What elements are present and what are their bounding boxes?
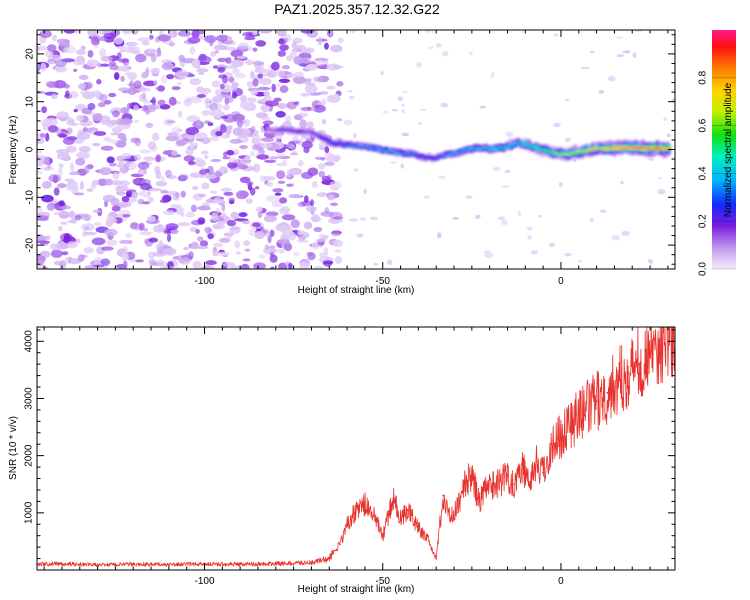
snr-data-point [399,517,402,520]
y-tick-label: 4000 [24,330,35,353]
x-tick-label: 0 [558,576,564,587]
snr-data-point [353,511,356,514]
snr-data-point [627,371,630,374]
y-tick-label: 10 [25,96,36,108]
snr-data-point [364,503,366,506]
y-tick-label: -10 [25,190,36,205]
colorbar-tick-label: 0.4 [698,166,709,180]
snr-data-point [417,526,420,528]
snr-data-point [585,409,587,411]
snr-data-point [649,351,651,354]
x-tick-label: 0 [558,276,564,287]
y-tick-label: 2000 [24,444,35,467]
heatmap-noise [37,30,675,269]
colorbar-ticks: 0.0 0.2 0.4 0.6 0.8 [698,70,736,276]
snr-data-point [328,557,331,560]
snr-data-point [392,497,395,500]
snr-data-point [478,500,480,503]
snr-data-point [617,380,619,383]
x-tick-label: -100 [195,576,215,587]
bottom-x-axis-label: Height of straight line (km) [298,584,415,595]
snr-data-point [574,417,577,420]
colorbar-label: Normalized spectral amplitude [723,82,734,217]
spectrogram-heatmap [37,30,675,269]
y-tick-label: 0 [25,146,36,152]
snr-data-point [606,391,609,394]
snr-data-point [485,489,487,491]
snr-data-point [513,483,516,486]
snr-data-point [61,562,63,565]
snr-data-point [374,517,377,520]
snr-data-point [346,523,348,526]
bottom-axes: -100 -50 0 1000 2000 3000 4000 [24,327,675,587]
snr-data-point [463,483,466,486]
top-x-axis-label: Height of straight line (km) [298,285,415,296]
x-tick-label: -50 [376,276,391,287]
snr-data-point [638,363,641,366]
y-tick-label: 1000 [24,501,35,524]
snr-data-point [520,463,523,466]
snr-data-point [132,563,135,566]
figure-title: PAZ1.2025.357.12.32.G22 [274,1,440,17]
bottom-y-axis-label: SNR (10 * v/v) [8,416,19,480]
snr-data-point [659,346,662,348]
snr-data-point [442,494,445,497]
y-tick-label: -20 [25,237,36,252]
snr-data-point [381,534,384,537]
snr-data-point [528,483,530,486]
top-y-axis-label: Frequency (Hz) [8,116,19,185]
snr-data-point [406,509,409,511]
snr-data-point [499,480,502,483]
colorbar [712,30,736,269]
snr-data-point [435,557,438,560]
y-tick-label: 20 [25,48,36,60]
snr-data-point [239,563,242,566]
snr-data-point [542,471,544,474]
snr-data-point [310,561,313,564]
snr-data-point [556,437,559,440]
snr-data-point [274,562,277,565]
colorbar-tick-label: 0.8 [698,70,709,84]
snr-data-point [96,564,99,566]
snr-data-point [595,400,598,403]
snr-data-point [492,483,495,486]
snr-data-point [449,517,452,520]
x-tick-label: -100 [195,276,215,287]
y-tick-label: 3000 [24,387,35,410]
snr-data-point [456,506,459,508]
heatmap-ridge [265,125,672,163]
bottom-plot-frame [36,326,676,571]
snr-data-point [428,540,430,543]
snr-data-point [506,474,509,477]
snr-data-point [339,543,341,546]
colorbar-tick-label: 0.2 [698,214,709,228]
colorbar-tick-label: 0.0 [698,262,709,276]
snr-data-point [535,460,537,463]
snr-data-point [470,474,473,477]
snr-line-plot [37,327,675,567]
snr-data-point [563,429,566,431]
snr-data-point [168,563,170,566]
snr-series-line [37,327,675,567]
x-tick-label: -50 [376,576,391,587]
colorbar-tick-label: 0.6 [698,118,709,132]
snr-data-point [549,449,552,451]
